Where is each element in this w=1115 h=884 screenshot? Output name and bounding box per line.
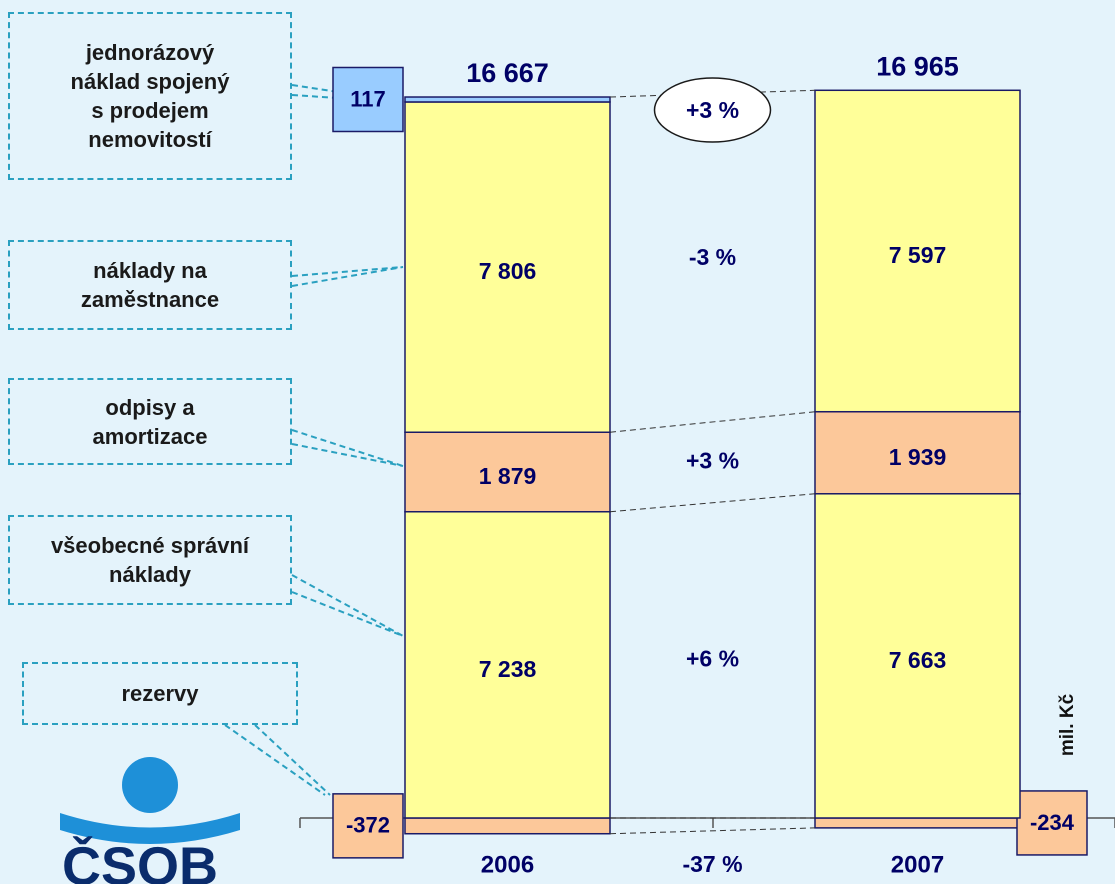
callout-text: jednorázový náklad spojený s prodejem ne… (70, 40, 230, 152)
change-label: -37 % (682, 851, 742, 877)
logo: ČSOB (60, 757, 240, 884)
callout-text: všeobecné správní náklady (50, 533, 250, 587)
callout-connector (291, 266, 404, 287)
callout-connector (291, 429, 404, 467)
change-label: +3 % (686, 447, 739, 473)
bar-segment (814, 410, 1021, 495)
value-label-box (1016, 790, 1088, 856)
change-label: -3 % (689, 244, 736, 270)
unit-label: mil. Kč (1057, 693, 1078, 756)
callout-text: náklady na zaměstnance (80, 258, 220, 312)
change-ellipse (653, 77, 772, 143)
change-label: +6 % (686, 645, 739, 671)
logo-swoosh (60, 813, 240, 844)
callout: náklady na zaměstnance (8, 240, 292, 330)
value-label: -234 (1030, 810, 1075, 835)
value-label: 7 597 (889, 242, 947, 268)
value-label: -372 (346, 813, 390, 838)
x-tick-label: 2006 (481, 851, 534, 878)
bar-segment (814, 817, 1021, 829)
value-label: 7 238 (479, 656, 537, 682)
callout: jednorázový náklad spojený s prodejem ne… (8, 12, 292, 180)
callout-text: rezervy (121, 681, 199, 706)
value-label: 7 806 (479, 258, 537, 284)
bar-segment (814, 493, 1021, 819)
callout-connector (224, 724, 331, 796)
bar-segment (404, 101, 611, 433)
callout-connector (291, 574, 404, 637)
value-label: 1 939 (889, 444, 947, 470)
bar-segment (814, 89, 1021, 413)
total-label: 16 667 (466, 58, 549, 88)
callout-connector (291, 84, 339, 99)
value-label-box (332, 66, 404, 133)
total-change-label: +3 % (686, 97, 739, 123)
x-tick-label: 2007 (891, 851, 944, 878)
total-label: 16 965 (876, 51, 959, 81)
connector-line (609, 827, 816, 835)
callout: rezervy (22, 662, 298, 725)
value-label-box (332, 793, 404, 859)
value-label: 117 (350, 86, 386, 111)
callout-text: odpisy a amortizace (92, 394, 208, 449)
connector-line (609, 493, 816, 513)
callout: odpisy a amortizace (8, 378, 292, 465)
bar-segment (404, 510, 611, 819)
logo-text: ČSOB (62, 835, 218, 884)
connector-line (609, 411, 816, 433)
logo-head (122, 757, 178, 813)
value-label: 1 879 (479, 463, 537, 489)
callout: všeobecné správní náklady (8, 515, 292, 605)
bar-segment (404, 96, 611, 103)
value-label: 7 663 (889, 647, 947, 673)
bar-segment (404, 817, 611, 835)
